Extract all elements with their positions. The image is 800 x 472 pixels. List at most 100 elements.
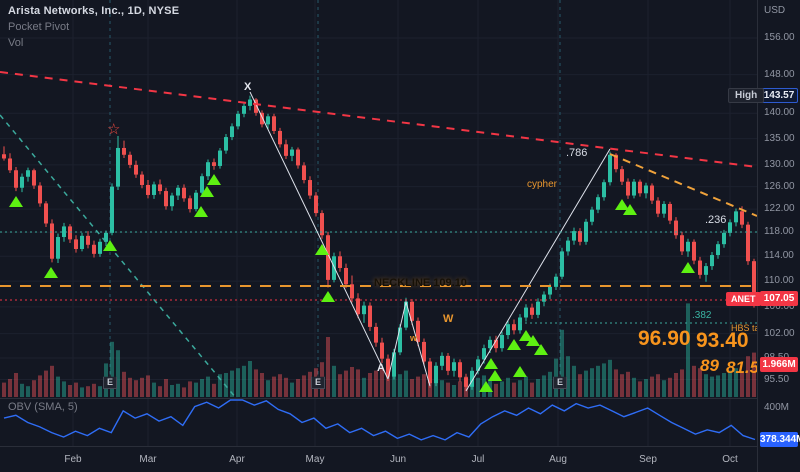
candle-body: [398, 327, 402, 353]
pocket-pivot-triangle[interactable]: [194, 206, 208, 217]
obv-indicator-label[interactable]: OBV (SMA, 5): [8, 401, 78, 413]
last-price-badge: 107.05: [760, 291, 798, 307]
candle-body: [422, 341, 426, 362]
candle-body: [116, 147, 120, 187]
pocket-pivot-triangle[interactable]: [103, 240, 117, 251]
trendline-major-red[interactable]: [0, 71, 758, 168]
candle-body: [368, 305, 372, 327]
pocket-pivot-triangle[interactable]: [479, 381, 493, 392]
candle-body: [530, 307, 534, 315]
candle-body: [14, 170, 18, 188]
volume-bar: [710, 376, 714, 397]
pattern-line[interactable]: [249, 91, 389, 380]
indicator-pocket-pivot[interactable]: Pocket Pivot: [8, 21, 70, 33]
volume-bar: [128, 377, 132, 397]
candle-body: [314, 195, 318, 214]
time-axis-label: Mar: [139, 454, 157, 465]
pocket-pivot-triangle[interactable]: [9, 196, 23, 207]
pattern-line[interactable]: [387, 300, 431, 387]
symbol-title[interactable]: Arista Networks, Inc., 1D, NYSE: [8, 5, 180, 17]
candle-body: [356, 298, 360, 315]
pane-separator[interactable]: [0, 398, 800, 399]
volume-bar: [170, 385, 174, 397]
volume-bar: [314, 368, 318, 397]
volume-bar: [302, 375, 306, 397]
candle-body: [548, 286, 552, 295]
candle-body: [20, 176, 24, 188]
candle-body: [158, 184, 162, 192]
candle-body: [446, 355, 450, 371]
volume-bar: [662, 380, 666, 397]
candle-body: [260, 112, 264, 125]
candle-body: [482, 348, 486, 360]
indicator-vol[interactable]: Vol: [8, 37, 24, 49]
volume-bar: [182, 387, 186, 397]
volume-bar: [686, 303, 690, 397]
volume-bar: [512, 382, 516, 397]
candle-body: [92, 244, 96, 254]
trendline-teal[interactable]: [0, 114, 237, 399]
candle-body: [416, 320, 420, 342]
candle-body: [734, 211, 738, 223]
volume-bar: [644, 379, 648, 397]
candle-body: [440, 355, 444, 366]
volume-bar: [560, 329, 564, 397]
pattern-line[interactable]: [465, 148, 611, 392]
pocket-pivot-triangle[interactable]: [200, 186, 214, 197]
volume-bar: [86, 386, 90, 397]
volume-bar: [752, 352, 756, 397]
time-axis-label: Jun: [389, 454, 407, 465]
pocket-pivot-triangle[interactable]: [519, 330, 533, 341]
volume-bar: [446, 382, 450, 397]
price-axis[interactable]: USD 156.00 148.00 140.00 135.00 130.00 126.00…: [757, 0, 800, 472]
volume-bar: [176, 383, 180, 397]
pocket-pivot-triangle[interactable]: [207, 174, 221, 185]
volume-bar: [746, 356, 750, 397]
candle-body: [338, 256, 342, 268]
pocket-pivot-triangle[interactable]: [623, 204, 637, 215]
obv-value-badge: 378.344M: [760, 432, 800, 447]
pocket-pivot-triangle[interactable]: [615, 199, 629, 210]
volume-bar: [680, 369, 684, 397]
pocket-pivot-triangle[interactable]: [526, 335, 540, 346]
price-tick-label: 118.00: [764, 226, 794, 238]
volume-bar: [188, 381, 192, 397]
volume-bar: [380, 368, 384, 397]
volume-bar: [656, 374, 660, 397]
volume-bar: [518, 380, 522, 397]
volume-bar: [98, 386, 102, 397]
time-axis[interactable]: Feb Mar Apr May Jun Jul Aug Sep Oct: [0, 446, 800, 472]
volume-bar: [578, 374, 582, 397]
pocket-pivot-triangle[interactable]: [315, 244, 329, 255]
volume-bar: [344, 370, 348, 397]
volume-bar: [230, 370, 234, 397]
pocket-pivot-triangle[interactable]: [507, 339, 521, 350]
pocket-pivot-triangle[interactable]: [513, 366, 527, 377]
candle-body: [152, 184, 156, 195]
volume-bar: [326, 337, 330, 397]
volume-bar: [122, 371, 126, 397]
trendline-orange[interactable]: [609, 153, 758, 217]
volume-bar: [248, 361, 252, 397]
volume-bar: [524, 376, 528, 397]
candle-body: [380, 342, 384, 359]
time-axis-label: Jul: [471, 454, 485, 465]
candle-body: [188, 198, 192, 210]
volume-bar: [410, 379, 414, 397]
candle-body: [566, 240, 570, 252]
volume-bar: [458, 381, 462, 397]
pocket-pivot-triangle[interactable]: [681, 262, 695, 273]
pocket-pivot-triangle[interactable]: [321, 291, 335, 302]
pocket-pivot-triangle[interactable]: [534, 344, 548, 355]
volume-bar: [590, 368, 594, 397]
volume-bar: [722, 373, 726, 397]
volume-bar: [26, 386, 30, 397]
price-tick-label: 130.00: [764, 158, 795, 170]
volume-bar: [530, 382, 534, 397]
pocket-pivot-triangle[interactable]: [44, 267, 58, 278]
pocket-pivot-triangle[interactable]: [484, 358, 498, 369]
pocket-pivot-triangle[interactable]: [488, 370, 502, 381]
candle-body: [698, 260, 702, 275]
candle-body: [86, 235, 90, 245]
